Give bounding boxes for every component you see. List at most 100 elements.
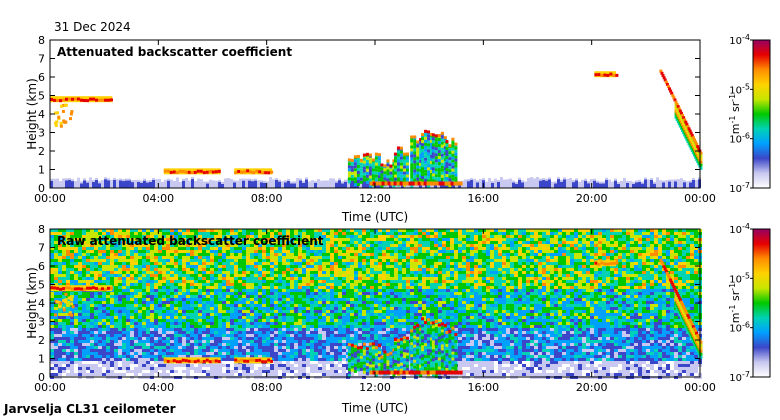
noise-cell [674,232,678,235]
noise-cell [134,289,138,292]
noise-cell [214,274,218,277]
noise-cell [506,247,510,250]
noise-cell [586,232,590,235]
noise-cell [614,247,618,250]
noise-cell [578,256,582,259]
noise-cell [178,286,182,289]
noise-cell [270,262,274,265]
noise-cell [494,232,498,235]
cloud-cell [65,97,68,101]
aerosol-cell [467,181,470,188]
noise-cell [282,229,286,232]
precip-cell [410,145,414,149]
precip-cell [377,169,381,173]
noise-cell [222,232,226,235]
noise-cell [370,253,374,256]
noise-cell [258,283,262,286]
precip-cell [377,172,381,176]
noise-cell [430,262,434,265]
noise-cell [370,286,374,289]
aerosol-cell [194,183,197,188]
noise-cell [374,292,378,295]
noise-cell [610,268,614,271]
aerosol-cell [665,180,668,183]
aerosol-cell [233,182,236,188]
noise-cell [642,235,646,238]
noise-cell [238,265,242,268]
noise-cell [342,232,346,235]
precip-cell [410,151,414,155]
precip-cell [413,157,417,161]
noise-cell [490,235,494,238]
noise-cell [286,265,290,268]
noise-cell [186,238,190,241]
noise-cell [234,277,238,280]
precip-cell [445,147,449,151]
noise-cell [358,235,362,238]
noise-cell [582,250,586,253]
noise-cell [598,289,602,292]
aerosol-cell [242,180,245,188]
noise-cell [250,244,254,247]
noise-cell [590,286,594,289]
noise-cell [678,244,682,247]
noise-cell [162,271,166,274]
precip-cell [359,174,363,178]
noise-cell [442,295,446,298]
noise-cell [358,250,362,253]
noise-cell [634,292,638,295]
noise-cell [258,253,262,256]
noise-cell [646,247,650,250]
noise-cell [606,283,610,286]
noise-cell [294,259,298,262]
noise-cell [326,268,330,271]
noise-cell [534,247,538,250]
noise-cell [506,292,510,295]
noise-cell [210,229,214,232]
noise-cell [654,253,658,256]
noise-cell [310,259,314,262]
noise-cell [258,295,262,298]
noise-cell [246,253,250,256]
noise-cell [442,238,446,241]
noise-cell [194,244,198,247]
noise-cell [570,235,574,238]
aerosol-cell [308,181,311,184]
noise-cell [454,280,458,283]
noise-cell [226,241,230,244]
noise-cell [498,289,502,292]
noise-cell [270,286,274,289]
noise-cell [282,280,286,283]
aerosol-cell [479,181,482,188]
noise-cell [246,241,250,244]
noise-cell [426,256,430,259]
noise-cell [306,268,310,271]
noise-cell [218,238,222,241]
noise-cell [406,286,410,289]
noise-cell [414,253,418,256]
noise-cell [394,265,398,268]
noise-cell [246,247,250,250]
noise-cell [118,238,122,241]
noise-cell [514,271,518,274]
noise-cell [338,262,342,265]
noise-cell [338,250,342,253]
noise-cell [662,292,666,295]
noise-cell [626,280,630,283]
noise-cell [286,289,290,292]
noise-cell [70,280,74,283]
noise-cell [294,229,298,232]
aerosol-cell [317,179,320,182]
noise-cell [650,277,654,280]
noise-cell [250,265,254,268]
noise-cell [422,259,426,262]
noise-cell [690,256,694,259]
noise-cell [358,292,362,295]
noise-cell [614,280,618,283]
noise-cell [346,265,350,268]
noise-cell [286,229,290,232]
noise-cell [374,241,378,244]
noise-cell [370,250,374,253]
noise-cell [686,247,690,250]
noise-cell [606,232,610,235]
